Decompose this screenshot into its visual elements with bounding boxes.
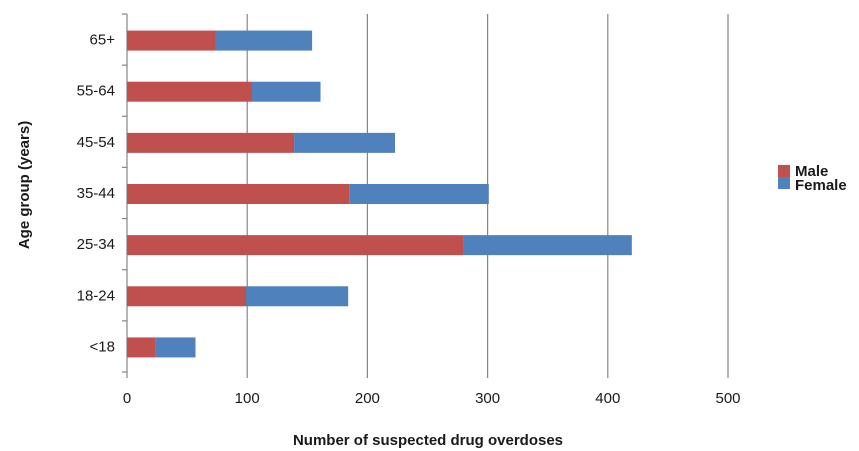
y-tick-label-55-64: 55-64 <box>77 83 115 100</box>
y-tick-label-65+: 65+ <box>90 32 116 49</box>
y-axis-title: Age group (years) <box>16 121 33 249</box>
bar-female-35-44 <box>349 184 489 204</box>
x-tick-label-400: 400 <box>595 390 620 407</box>
x-tick-label-100: 100 <box>235 390 260 407</box>
legend: Male Female <box>778 163 847 194</box>
y-tick-label-25-34: 25-34 <box>77 236 115 253</box>
x-tick-label-500: 500 <box>715 390 740 407</box>
bar-male-55-64 <box>127 81 253 102</box>
bar-female-45-54 <box>294 132 396 153</box>
bar-male-18-24 <box>127 286 246 307</box>
bar-male-<18 <box>127 337 156 358</box>
bar-male-45-54 <box>127 132 295 153</box>
x-tick-label-300: 300 <box>475 390 500 407</box>
bar-male-35-44 <box>127 184 350 204</box>
y-tick-label-18-24: 18-24 <box>77 287 115 304</box>
bar-female-<18 <box>155 337 196 358</box>
legend-label-male: Male <box>795 163 828 180</box>
bar-female-55-64 <box>252 81 321 102</box>
bar-female-18-24 <box>245 286 349 307</box>
legend-label-female: Female <box>795 177 847 194</box>
bar-female-25-34 <box>463 235 632 256</box>
bar-male-25-34 <box>127 235 464 256</box>
legend-swatch-male <box>778 165 790 177</box>
y-tick-label-45-54: 45-54 <box>77 134 115 151</box>
tick-labels: 0 100 200 300 400 500 <18 18-24 25-34 35-44 45-54 5… <box>77 32 741 407</box>
legend-swatch-female <box>778 177 790 189</box>
y-tick-label-<18: <18 <box>90 338 115 355</box>
x-tick-label-0: 0 <box>123 390 131 407</box>
bar-female-65+ <box>215 30 313 51</box>
x-axis-title: Number of suspected drug overdoses <box>293 432 563 449</box>
bar-male-65+ <box>127 30 216 51</box>
x-tick-label-200: 200 <box>355 390 380 407</box>
bars <box>127 30 632 358</box>
y-tick-label-35-44: 35-44 <box>77 185 115 202</box>
